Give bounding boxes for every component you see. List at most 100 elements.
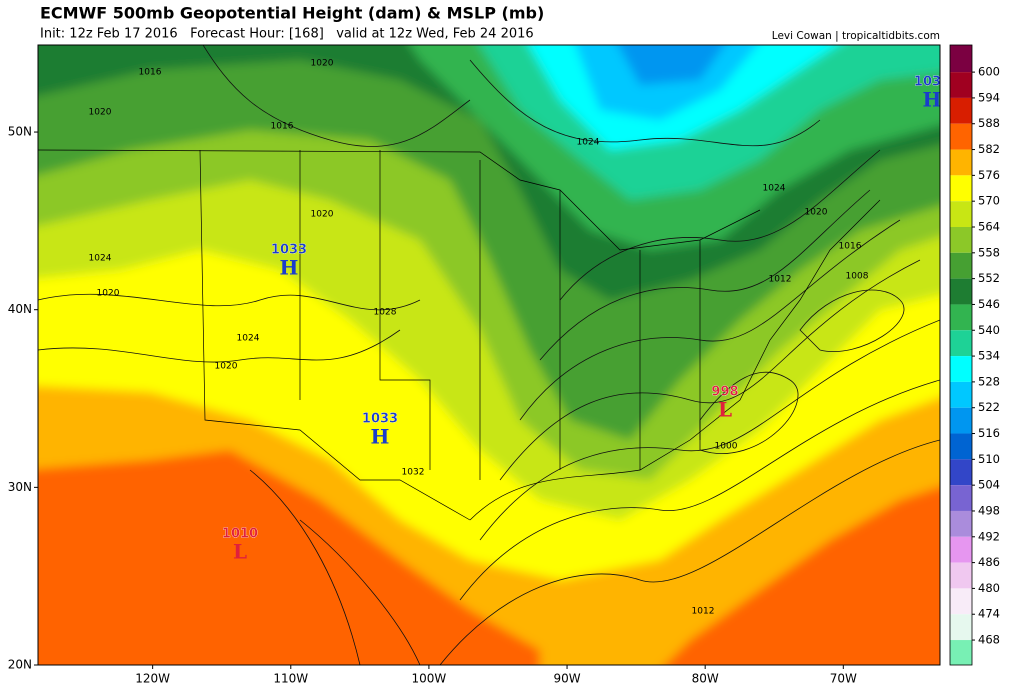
- isobar-label: 1028: [374, 308, 397, 318]
- colorbar-box: [950, 252, 972, 279]
- colorbar-label: 510: [978, 452, 1000, 466]
- subtitle: Init: 12z Feb 17 2016 Forecast Hour: [16…: [40, 27, 534, 42]
- colorbar-box: [950, 407, 972, 434]
- colorbar-label: 516: [978, 426, 1000, 440]
- colorbar-box: [950, 381, 972, 408]
- colorbar-box: [950, 485, 972, 511]
- colorbar-box: [950, 226, 972, 253]
- border: [469, 199, 881, 521]
- colorbar-label: 480: [978, 581, 1000, 595]
- colorbar-label: 468: [978, 633, 1000, 647]
- height-band: [38, 450, 540, 665]
- isobar: [469, 59, 821, 147]
- height-band: [618, 45, 725, 85]
- center-value: 998: [711, 385, 738, 400]
- isobar: [38, 329, 401, 363]
- colorbar-box: [950, 72, 972, 98]
- colorbar-label: 600: [978, 65, 1000, 79]
- colorbar-label: 504: [978, 478, 1000, 492]
- isobar: [459, 379, 940, 601]
- y-tick-label: 30N: [8, 480, 32, 494]
- isobar: [499, 259, 921, 481]
- isobar-label: 1020: [97, 289, 120, 299]
- isobar: [559, 149, 881, 301]
- y-tick-label: 50N: [8, 125, 32, 139]
- isobar-label: 1016: [839, 242, 862, 252]
- colorbar-box: [950, 459, 972, 486]
- isobar: [202, 45, 471, 147]
- center-letter: H: [371, 425, 390, 449]
- x-tick-label: 120W: [135, 672, 170, 686]
- center-letter: L: [718, 398, 732, 422]
- colorbar-box: [950, 588, 972, 615]
- isobar-label: 1020: [311, 59, 334, 69]
- colorbar-box: [950, 433, 972, 460]
- colorbar-box: [950, 330, 972, 357]
- map-area: 1016 1020 1020 1016 1024 1024 1020 1024 1020 1028…: [38, 45, 950, 665]
- border: [199, 149, 471, 521]
- y-tick-label: 20N: [8, 658, 32, 672]
- colorbar-box: [950, 536, 972, 563]
- colorbar-box: [950, 640, 972, 665]
- colorbar-box: [950, 510, 972, 537]
- colorbar-label: 552: [978, 271, 1000, 285]
- isobar: [699, 371, 799, 454]
- isobar: [439, 439, 940, 665]
- colorbar-label: 588: [978, 116, 1000, 130]
- colorbar-box: [950, 278, 972, 305]
- isobar-label: 1024: [89, 254, 112, 264]
- isobar-label: 1008: [846, 272, 869, 282]
- colorbar-box: [950, 304, 972, 331]
- colorbar-box: [950, 356, 972, 382]
- y-tick-label: 40N: [8, 302, 32, 316]
- colorbar-label: 558: [978, 245, 1000, 259]
- colorbar-label: 594: [978, 90, 1000, 104]
- isobar: [249, 469, 361, 665]
- x-tick-label: 100W: [412, 672, 447, 686]
- center-letter: H: [923, 88, 942, 112]
- colorbar-label: 498: [978, 503, 1000, 517]
- isobar: [299, 519, 421, 665]
- colorbar-box: [950, 45, 972, 73]
- colorbar-label: 522: [978, 400, 1000, 414]
- center-value: 1033: [362, 412, 398, 427]
- colorbar-box: [950, 149, 972, 176]
- isobar-label: 1016: [139, 68, 162, 78]
- colorbar-box: [950, 123, 972, 150]
- title: ECMWF 500mb Geopotential Height (dam) & …: [40, 4, 544, 23]
- isobar: [539, 189, 871, 361]
- colorbar-label: 534: [978, 349, 1000, 363]
- border: [559, 190, 701, 470]
- isobar-label: 1000: [715, 442, 738, 452]
- isobar-label: 1020: [805, 208, 828, 218]
- isobar-label: 1020: [311, 210, 334, 220]
- colorbar-label: 570: [978, 194, 1000, 208]
- colorbar-label: 528: [978, 374, 1000, 388]
- isobar-label: 1020: [215, 362, 238, 372]
- colorbar-label: 564: [978, 219, 1000, 233]
- colorbar-label: 474: [978, 607, 1000, 621]
- center-letter: L: [233, 540, 247, 564]
- isobar-label: 1020: [89, 108, 112, 118]
- center-letter: H: [280, 256, 299, 280]
- isobar-label: 1024: [763, 184, 786, 194]
- colorbar-box: [950, 97, 972, 124]
- isobar-label: 1032: [402, 468, 425, 478]
- height-band: [665, 486, 940, 665]
- x-tick-label: 80W: [692, 672, 719, 686]
- colorbar-frame: [949, 44, 973, 666]
- colorbar-box: [950, 562, 972, 589]
- isobar-label: 1016: [271, 122, 294, 132]
- colorbar-label: 492: [978, 529, 1000, 543]
- isobar-label: 1012: [692, 607, 715, 617]
- x-tick-label: 90W: [553, 672, 580, 686]
- border: [299, 150, 481, 480]
- x-tick-label: 110W: [273, 672, 308, 686]
- isobar-label: 1012: [769, 275, 792, 285]
- isobar: [479, 319, 940, 541]
- colorbar-box: [950, 201, 972, 227]
- isobar-label: 1024: [237, 334, 260, 344]
- center-value: 1033: [914, 75, 950, 90]
- x-tick-label: 70W: [830, 672, 857, 686]
- colorbar-label: 576: [978, 168, 1000, 182]
